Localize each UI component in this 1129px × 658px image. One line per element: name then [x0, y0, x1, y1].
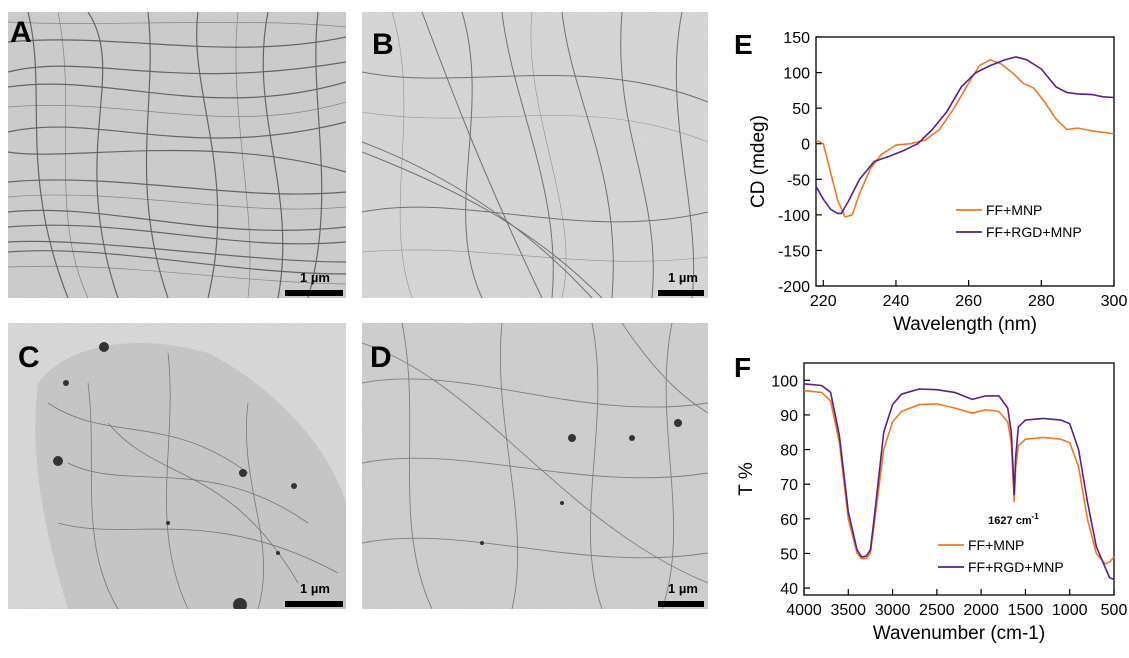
series-line-2: [803, 383, 1115, 581]
y-tick-label: 100: [783, 66, 810, 83]
x-tick-label: 240: [883, 293, 910, 310]
micrograph-d-image: [362, 323, 708, 609]
micrograph-c-image: [8, 323, 346, 609]
y-tick-label: -200: [778, 279, 810, 296]
x-tick-label: 3500: [830, 602, 866, 619]
y-tick-label: 100: [771, 373, 798, 390]
y-tick-label: 80: [780, 443, 798, 460]
y-axis-label: CD (mdeg): [748, 115, 769, 208]
series-line-2: [815, 56, 1115, 215]
x-tick-label: 500: [1101, 602, 1128, 619]
cd-spectrum-chart: E 220 240 260 280 300 -200 -150 -100 -50 0 50 100 150…: [734, 29, 1128, 335]
x-tick-label: 280: [1028, 293, 1055, 310]
x-tick-label: 1000: [1052, 602, 1088, 619]
x-tick-label: 3000: [875, 602, 911, 619]
legend-label-2: FF+RGD+MNP: [968, 559, 1064, 575]
y-tick-label: 60: [780, 512, 798, 529]
x-tick-label: 1500: [1008, 602, 1044, 619]
x-tick-label: 4000: [786, 602, 822, 619]
y-tick-label: -50: [787, 172, 810, 189]
scale-bar-label-d: 1 µm: [668, 581, 698, 596]
micrograph-c: C 1 µm: [8, 323, 346, 609]
scale-bar-a: [285, 290, 343, 296]
scale-bar-label-a: 1 µm: [300, 270, 330, 285]
y-tick-label: 0: [801, 137, 810, 154]
legend-label-1: FF+MNP: [986, 202, 1042, 218]
scale-bar-c: [285, 601, 343, 607]
plot-frame: [803, 362, 1115, 596]
y-tick-label: 50: [780, 546, 798, 563]
scale-bar-label-c: 1 µm: [300, 581, 330, 596]
x-axis-label: Wavelength (nm): [893, 314, 1037, 335]
micrograph-b-image: [362, 12, 708, 298]
y-tick-label: 150: [783, 30, 810, 47]
x-tick-label: 2000: [963, 602, 999, 619]
micrograph-a: A 1 µm: [8, 12, 346, 298]
x-tick-label: 260: [955, 293, 982, 310]
y-tick-label: -100: [778, 208, 810, 225]
panel-label-c: C: [18, 341, 40, 374]
y-tick-label: 40: [780, 581, 798, 598]
y-axis-label: T %: [736, 462, 757, 496]
panel-label-a: A: [10, 16, 32, 49]
scale-bar-label-b: 1 µm: [668, 270, 698, 285]
y-tick-label: 90: [780, 408, 798, 425]
scale-bar-b: [658, 290, 704, 296]
legend-label-2: FF+RGD+MNP: [986, 224, 1082, 240]
series-line-1: [815, 58, 1115, 218]
x-axis-label: Wavenumber (cm-1): [873, 623, 1045, 644]
scale-bar-d: [658, 601, 704, 607]
panel-label-d: D: [370, 341, 392, 374]
y-tick-label: 70: [780, 477, 798, 494]
y-tick-label: -150: [778, 243, 810, 260]
plot-frame: [815, 36, 1115, 287]
legend-label-1: FF+MNP: [968, 537, 1024, 553]
y-tick-label: 50: [792, 101, 810, 118]
panel-label-b: B: [372, 28, 394, 61]
micrograph-b: B 1 µm: [362, 12, 708, 298]
x-tick-label: 300: [1101, 293, 1128, 310]
micrograph-a-image: [8, 12, 346, 298]
x-tick-label: 220: [810, 293, 837, 310]
peak-annotation: 1627 cm-1: [988, 512, 1039, 527]
micrograph-d: D 1 µm: [362, 323, 708, 609]
ftir-spectrum-chart: F 4000 3500 3000 2500 2000 1500 1000 500 40 50 60 70…: [734, 352, 1128, 644]
panel-label-e: E: [734, 29, 753, 60]
x-tick-label: 2500: [919, 602, 955, 619]
series-line-1: [803, 389, 1115, 565]
panel-label-f: F: [734, 352, 751, 383]
